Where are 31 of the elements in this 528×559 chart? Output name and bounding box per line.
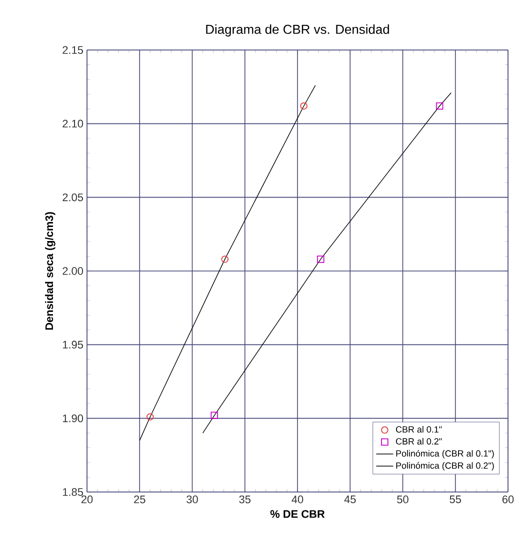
chart-title: Diagrama de CBR vs. Densidad bbox=[206, 24, 390, 36]
point bbox=[221, 256, 229, 263]
point bbox=[317, 256, 324, 263]
x-tick-label: 45 bbox=[344, 496, 356, 504]
x-tick-label: 20 bbox=[81, 496, 93, 504]
x-tick-label: 40 bbox=[292, 496, 304, 504]
y-tick-label: 2.05 bbox=[62, 193, 84, 202]
x-tick-label: 35 bbox=[239, 496, 250, 504]
x-tick-label: 25 bbox=[134, 496, 146, 504]
x-tick-label: 60 bbox=[502, 496, 514, 504]
y-axis-title: Densidad seca (g/cm3) bbox=[45, 212, 56, 330]
legend-label: CBR al 0.1" bbox=[396, 426, 442, 433]
x-axis-title: % DE CBR bbox=[270, 510, 325, 518]
point bbox=[210, 412, 218, 420]
point bbox=[436, 102, 444, 110]
point bbox=[146, 413, 154, 420]
x-tick-label: 55 bbox=[450, 496, 461, 504]
x-tick-label: 50 bbox=[397, 496, 408, 504]
y-tick-label: 1.95 bbox=[62, 340, 84, 349]
y-tick-label: 2.10 bbox=[62, 120, 84, 128]
x-tick-label: 30 bbox=[186, 496, 198, 504]
y-tick-label: 2.15 bbox=[62, 46, 84, 54]
legend-label: Polinómica (CBR al 0.2") bbox=[396, 462, 494, 470]
line-series bbox=[139, 85, 316, 441]
point bbox=[300, 102, 308, 110]
y-tick-label: 1.85 bbox=[62, 488, 84, 496]
y-tick-label: 1.90 bbox=[62, 414, 84, 422]
line-series bbox=[202, 92, 452, 434]
legend-label: Polinómica (CBR al 0.1") bbox=[396, 450, 494, 458]
y-tick-label: 2.00 bbox=[62, 267, 84, 275]
legend-label: CBR al 0.2" bbox=[396, 438, 442, 445]
